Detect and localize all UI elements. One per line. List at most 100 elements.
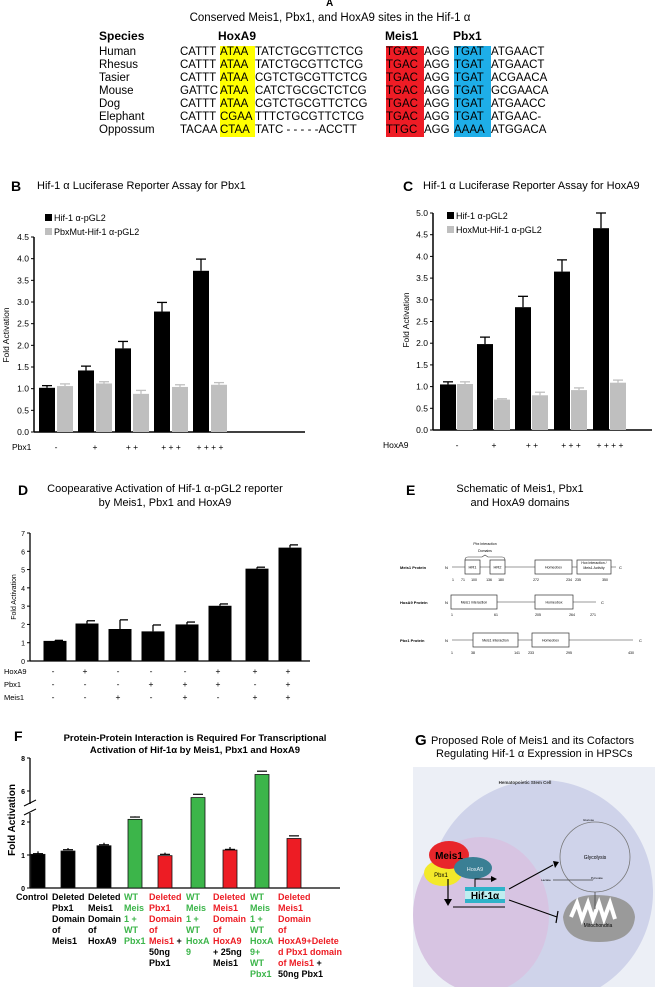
label-segment: 50ng xyxy=(149,947,171,957)
condition-mark: + xyxy=(253,692,258,702)
sequence-segment-meis: TTGC xyxy=(386,124,418,136)
label-segment: Meis1 xyxy=(88,903,114,913)
residue-number: 1 xyxy=(451,651,453,655)
axis-break-mark xyxy=(23,799,37,807)
x-category-label: + xyxy=(93,442,98,452)
y-tick-label: 1.0 xyxy=(17,384,29,394)
hoxa9-highlight xyxy=(220,46,255,137)
bar xyxy=(211,384,227,432)
sequence-segment-pbx: TGAT xyxy=(454,111,484,123)
label-segment: d Pbx1 domain xyxy=(278,947,343,957)
condition-mark: + xyxy=(83,666,88,676)
label-segment: WT xyxy=(124,925,138,935)
bar xyxy=(96,845,112,889)
x-category-label: + xyxy=(492,440,497,450)
sequence-segment-post: GCGAACA xyxy=(491,85,549,97)
meis1-highlight xyxy=(386,46,424,137)
bar xyxy=(127,818,143,889)
condition-mark: - xyxy=(254,679,257,689)
pbx1-label: Pbx1 xyxy=(434,873,448,879)
condition-mark: + xyxy=(116,692,121,702)
bar xyxy=(254,774,270,889)
bar-condition-label: Deleted Meis1 Domain of HoxA9+Delete d Pbx1 d… xyxy=(278,892,342,980)
y-tick-label: 2 xyxy=(21,622,25,629)
domain-label: Hox interaction / Meis1 Activity xyxy=(581,561,607,570)
sequence-segment-pre: CATTT xyxy=(180,59,217,71)
y-tick-label: 3.5 xyxy=(416,273,428,283)
label-segment: Meis1 xyxy=(213,903,239,913)
sequence-segment-post: ATGAACC xyxy=(491,98,546,110)
y-tick-label: 2.0 xyxy=(17,340,29,350)
y-tick-label: 1.5 xyxy=(416,360,428,370)
sequence-segment-link: AGG xyxy=(424,98,450,110)
mitochondria-shape xyxy=(563,895,635,942)
meis1-label: Meis1 xyxy=(435,851,463,862)
panel-d-title-line2: by Meis1, Pbx1 and HoxA9 xyxy=(98,497,232,509)
sequence-segment-pre: CATTT xyxy=(180,111,217,123)
bar xyxy=(515,307,531,430)
label-segment: of Meis1 xyxy=(278,958,315,968)
n-terminus-label: N xyxy=(445,565,448,570)
label-segment: Pbx1 xyxy=(250,969,272,979)
bar xyxy=(190,797,206,889)
bar xyxy=(532,395,548,430)
sequence-segment-link: AGG xyxy=(424,59,450,71)
bar xyxy=(457,383,473,430)
panel-b-title: Hif-1 α Luciferase Reporter Assay for Pb… xyxy=(37,180,246,192)
sequence-segment-mid: TATCTGCGTTCTCG xyxy=(255,46,364,58)
sequence-segment-mid: CATCTGCGCTCTCG xyxy=(255,85,367,97)
x-category-label: + + + xyxy=(561,440,581,450)
bar xyxy=(193,270,209,432)
bar xyxy=(610,382,626,430)
y-tick-label: 1 xyxy=(21,853,25,860)
label-segment: Meis xyxy=(124,903,145,913)
y-tick-label: 4.5 xyxy=(17,232,29,242)
protein-domain xyxy=(534,594,574,610)
label-segment: Pbx1 xyxy=(149,903,171,913)
residue-number: 264 xyxy=(569,613,575,617)
y-tick-label: 1.5 xyxy=(17,362,29,372)
condition-mark: + xyxy=(253,666,258,676)
bar-condition-label: Deleted Pbx1 Domain of Meis1 xyxy=(52,892,85,947)
label-segment: WT xyxy=(124,892,138,902)
bar xyxy=(554,271,570,430)
x-category-label: - xyxy=(55,442,58,452)
sequence-segment-pbx: AAAA xyxy=(454,124,485,136)
label-segment: Deleted xyxy=(213,892,246,902)
bar xyxy=(208,605,232,661)
sequence-segment-link: AGG xyxy=(424,46,450,58)
label-segment: Domain xyxy=(213,914,247,924)
species-name: Dog xyxy=(99,98,121,110)
sequence-segment-post: ATGGACA xyxy=(491,124,547,136)
x-category-label: + + + + xyxy=(197,442,224,452)
label-segment: Deleted xyxy=(52,892,85,902)
x-category-label: + + + + xyxy=(597,440,624,450)
y-tick-label: 5.0 xyxy=(416,208,428,218)
legend-label: Hif-1 α-pGL2 xyxy=(456,211,508,221)
sequence-row: CATTT ATAA CGTCTGCGTTCTCG TGAC AGG TGAT ACGAAC… xyxy=(180,72,551,85)
species-name: Tasier xyxy=(99,72,130,84)
sequence-segment-link: AGG xyxy=(424,111,450,123)
label-segment: Domain xyxy=(88,914,122,924)
domain-label: Meis1 interaction xyxy=(461,601,488,605)
sequence-segment-hox: ATAA xyxy=(220,98,249,110)
residue-number: 71 xyxy=(461,578,465,582)
protein-domain xyxy=(534,559,573,575)
label-segment: Pbx1 xyxy=(149,958,171,968)
legend-swatch xyxy=(45,214,52,221)
label-segment: HoxA9 xyxy=(213,936,242,946)
bar-condition-label: Deleted Meis1 Domain of HoxA9 xyxy=(88,892,121,947)
y-axis-label: Fold Activation xyxy=(401,292,411,348)
legend-swatch xyxy=(447,212,454,219)
label-segment: Meis1 xyxy=(52,936,78,946)
label-segment: HoxA xyxy=(186,936,210,946)
bar xyxy=(477,344,493,430)
y-tick-label: 6 xyxy=(21,549,25,556)
sequence-segment-link: AGG xyxy=(424,85,450,97)
label-segment: Deleted xyxy=(149,892,182,902)
label-segment: Domain xyxy=(278,914,312,924)
x-axis-label: HoxA9 xyxy=(383,440,409,450)
label-segment: 9 xyxy=(186,947,192,957)
label-segment: Meis1 xyxy=(213,958,239,968)
legend-label: HoxMut-Hif-1 α-pGL2 xyxy=(456,225,542,235)
